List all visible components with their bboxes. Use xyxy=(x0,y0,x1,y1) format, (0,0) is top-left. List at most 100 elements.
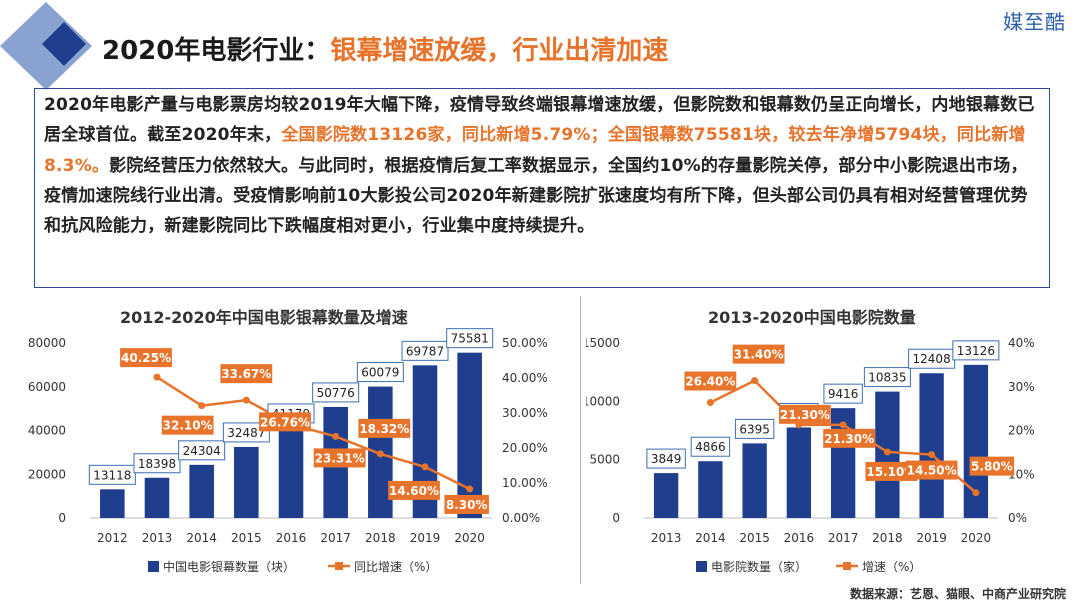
chart1-category-label: 2012 xyxy=(97,531,128,545)
chart2-growth-label: 21.30% xyxy=(780,408,830,422)
chart2-growth-label: 26.40% xyxy=(685,375,735,389)
chart2-bar-label-box xyxy=(863,367,911,388)
chart1-growth-label-box xyxy=(444,494,489,514)
chart2-right-tick: 20% xyxy=(1008,424,1035,438)
chart1-right-tick: 40.00% xyxy=(502,371,548,385)
chart2-category-label: 2019 xyxy=(916,531,947,545)
title-prefix: 2020年电影行业： xyxy=(102,36,331,66)
chart2-category-label: 2018 xyxy=(872,531,903,545)
chart1-growth-point xyxy=(376,450,384,458)
chart1-growth-label: 33.67% xyxy=(221,367,271,381)
chart1-title: 2012-2020年中国电影银幕数量及增速 xyxy=(120,308,408,327)
cinema-count-chart: 0 5000 10000 15000 0% 10% 20% 30% 40% 2013 2014 201… xyxy=(586,336,1035,574)
chart1-growth-point xyxy=(332,432,340,440)
chart2-bar xyxy=(742,443,767,518)
chart1-right-tick: 20.00% xyxy=(502,441,548,455)
chart1-growth-label: 26.76% xyxy=(260,415,310,429)
chart1-growth-label: 8.30% xyxy=(446,498,488,512)
chart2-bar-label-box xyxy=(823,383,863,404)
chart1-left-tick: 80000 xyxy=(28,336,66,350)
chart2-legend-bar-swatch xyxy=(696,561,707,572)
chart1-growth-label: 14.60% xyxy=(389,484,439,498)
chart1-growth-point xyxy=(466,485,474,493)
chart1-category-label: 2015 xyxy=(231,531,262,545)
chart2-growth-label: 15.10% xyxy=(866,465,916,479)
summary-text-2: 影院经营压力依然较大。与此同时，根据疫情后复工率数据显示，全国约10%的存量影院… xyxy=(44,155,1028,237)
chart2-growth-point xyxy=(706,399,714,406)
chart2-growth-label: 14.50% xyxy=(907,464,957,478)
chart2-bar xyxy=(786,427,812,518)
chart2-growth-label: 5.80% xyxy=(971,460,1013,474)
chart2-growth-point xyxy=(972,489,980,497)
chart1-bar-label: 18398 xyxy=(138,457,176,471)
chart2-right-tick: 10% xyxy=(1008,467,1035,481)
chart1-right-tick: 10.00% xyxy=(502,476,548,490)
chart1-right-tick: 50.00% xyxy=(502,336,548,350)
data-source: 数据来源：艺恩、猫眼、中商产业研究院 xyxy=(849,587,1066,601)
chart1-bar-label: 32487 xyxy=(227,426,265,440)
chart1-growth-label: 23.31% xyxy=(315,451,365,465)
chart1-right-tick: 0.00% xyxy=(502,511,540,525)
summary-box: 2020年电影产量与电影票房均较2019年大幅下降，疫情导致终端银幕增速放缓，但… xyxy=(34,88,1050,288)
chart1-bar-label-box xyxy=(356,362,404,383)
chart2-category-label: 2015 xyxy=(739,531,770,545)
chart1-bar xyxy=(234,446,259,518)
chart2-left-tick: 10000 xyxy=(586,394,620,408)
chart1-growth-point xyxy=(242,396,250,404)
screen-count-chart: 0 20000 40000 60000 80000 0.00% 10.00% 20.00% 30… xyxy=(28,328,548,574)
chart1-growth-line xyxy=(156,376,471,491)
chart1-bar xyxy=(144,477,170,518)
chart1-bar-label: 75581 xyxy=(451,332,489,346)
chart1-bar-label: 69787 xyxy=(406,344,444,358)
summary-highlight: 全国影院数13126家，同比新增5.79%；全国银幕数75581块，较去年净增5… xyxy=(44,125,1026,176)
chart1-bar xyxy=(278,427,304,518)
chart1-left-tick: 60000 xyxy=(28,380,66,394)
chart2-legend-bar-label: 电影院数量（家） xyxy=(711,559,807,574)
chart2-bar xyxy=(919,373,944,518)
chart1-bar-label: 13118 xyxy=(93,468,131,482)
chart2-title: 2013-2020中国电影院数量 xyxy=(708,308,916,327)
chart1-growth-label-box xyxy=(220,364,273,384)
chart1-legend-line-marker xyxy=(335,562,343,570)
chart2-left-tick: 0 xyxy=(612,511,620,525)
chart2-category-label: 2020 xyxy=(961,531,992,545)
chart2-left-tick: 15000 xyxy=(586,336,620,350)
chart1-category-label: 2016 xyxy=(276,531,307,545)
chart2-bar-label: 4866 xyxy=(695,440,726,454)
chart2-right-tick: 30% xyxy=(1008,380,1035,394)
chart2-growth-point xyxy=(883,448,891,456)
title-highlight: 银幕增速放缓，行业出清加速 xyxy=(330,36,669,66)
chart2-growth-point xyxy=(751,377,759,385)
chart1-growth-label-box xyxy=(161,415,214,435)
brand-logo: 媒至酷 xyxy=(1003,10,1066,34)
chart1-category-label: 2019 xyxy=(410,531,441,545)
chart1-left-tick: 40000 xyxy=(28,424,66,438)
chart1-category-label: 2018 xyxy=(365,531,396,545)
chart2-growth-label-box xyxy=(778,404,831,424)
chart2-category-label: 2016 xyxy=(784,531,815,545)
chart2-left-tick: 5000 xyxy=(589,453,620,467)
chart1-growth-point xyxy=(421,463,429,471)
chart2-growth-point xyxy=(928,451,936,459)
chart2-bar-label-box xyxy=(646,448,686,469)
chart1-bar-label: 50776 xyxy=(317,386,355,400)
chart1-legend-bar-label: 中国电影银幕数量（块） xyxy=(163,559,295,574)
chart1-left-tick: 0 xyxy=(58,511,66,525)
chart1-left-tick: 20000 xyxy=(28,467,66,481)
chart-divider xyxy=(580,296,581,584)
chart1-bar xyxy=(189,464,214,518)
chart2-category-label: 2013 xyxy=(651,531,682,545)
chart1-growth-label-box xyxy=(313,448,366,468)
chart2-growth-label: 21.30% xyxy=(824,432,874,446)
chart1-growth-label: 40.25% xyxy=(121,351,171,365)
chart2-bar-label: 9416 xyxy=(828,387,859,401)
chart2-growth-label-box xyxy=(905,460,958,480)
chart2-category-label: 2017 xyxy=(828,531,859,545)
chart2-right-tick: 0% xyxy=(1008,511,1027,525)
chart2-bar-label: 3849 xyxy=(651,452,682,466)
chart1-category-label: 2014 xyxy=(186,531,217,545)
chart2-bar xyxy=(653,473,679,518)
chart1-growth-label: 32.10% xyxy=(163,419,213,433)
chart1-legend-line-label: 同比增速（%） xyxy=(354,560,437,574)
chart2-bar-label-box xyxy=(952,340,1000,361)
